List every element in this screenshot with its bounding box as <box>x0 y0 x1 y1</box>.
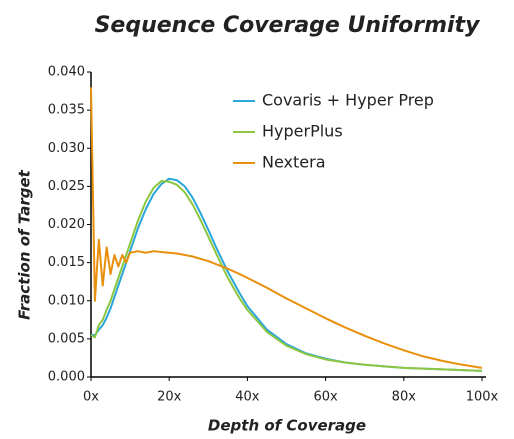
y-tick-label: 0.000 <box>48 370 85 385</box>
x-tick-label: 40x <box>235 390 260 405</box>
y-tick-label: 0.025 <box>48 179 85 194</box>
y-tick-label: 0.035 <box>48 103 85 118</box>
x-tick-label: 20x <box>157 390 182 405</box>
y-axis-label: Fraction of Target <box>16 169 34 319</box>
x-axis-label: Depth of Coverage <box>208 417 366 435</box>
legend-label: Nextera <box>262 153 326 172</box>
x-tick-label: 100x <box>466 390 499 405</box>
y-tick-label: 0.010 <box>48 293 85 308</box>
line-series <box>90 180 483 372</box>
x-tick-label: 80x <box>392 390 417 405</box>
y-tick-label: 0.030 <box>48 141 85 156</box>
line-series <box>90 87 483 369</box>
y-tick-label: 0.005 <box>48 331 85 346</box>
chart-title: Sequence Coverage Uniformity <box>95 13 482 38</box>
x-tick-label: 0x <box>83 390 99 405</box>
y-tick-label: 0.020 <box>48 217 85 232</box>
legend-label: Covaris + Hyper Prep <box>262 91 434 110</box>
line-series <box>91 177 483 372</box>
y-tick-label: 0.040 <box>48 65 85 80</box>
y-tick-label: 0.015 <box>48 255 85 270</box>
legend-label: HyperPlus <box>262 122 343 141</box>
x-tick-label: 60x <box>313 390 338 405</box>
